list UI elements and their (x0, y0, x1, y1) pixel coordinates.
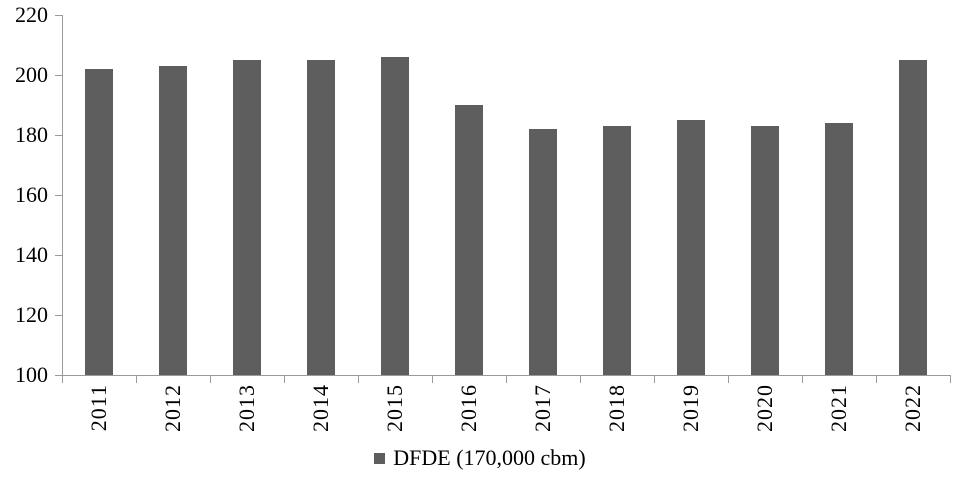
x-axis-tick-mark (950, 375, 951, 383)
y-axis-tick-mark (55, 195, 63, 196)
bar-2017 (529, 129, 557, 375)
x-axis-tick-label: 2019 (678, 384, 703, 432)
y-axis-tick-label: 160 (15, 182, 48, 207)
x-axis-category-label: 2014 (284, 384, 358, 446)
x-axis-category-label: 2012 (136, 384, 210, 446)
x-axis-category-label: 2018 (580, 384, 654, 446)
bar-2014 (307, 60, 335, 375)
x-axis-tick-label: 2016 (456, 384, 481, 432)
x-axis-tick-mark (136, 375, 137, 383)
bar-2018 (603, 126, 631, 375)
x-axis-tick-mark (62, 375, 63, 383)
x-axis-tick-mark (580, 375, 581, 383)
y-axis-tick-mark (55, 375, 63, 376)
x-axis-category-label: 2020 (728, 384, 802, 446)
x-axis-tick-mark (506, 375, 507, 383)
bar-2022 (899, 60, 927, 375)
x-axis-category-label: 2019 (654, 384, 728, 446)
x-axis-category-label: 2017 (506, 384, 580, 446)
x-axis-tick-label: 2022 (900, 384, 925, 432)
y-axis-line (62, 15, 63, 376)
y-axis-tick-mark (55, 75, 63, 76)
bar-2019 (677, 120, 705, 375)
y-axis-tick-label: 200 (15, 62, 48, 87)
bar-2021 (825, 123, 853, 375)
bar-2016 (455, 105, 483, 375)
x-axis-tick-label: 2017 (530, 384, 555, 432)
x-axis-category-label: 2013 (210, 384, 284, 446)
x-axis-tick-mark (210, 375, 211, 383)
x-axis-tick-mark (284, 375, 285, 383)
x-axis-tick-mark (654, 375, 655, 383)
y-axis-tick-label: 140 (15, 242, 48, 267)
x-axis-category-label: 2015 (358, 384, 432, 446)
y-axis-tick-mark (55, 315, 63, 316)
legend-series-label: DFDE (170,000 cbm) (393, 445, 586, 470)
y-axis-tick-label: 220 (15, 2, 48, 27)
x-axis-tick-label: 2012 (160, 384, 185, 432)
x-axis-tick-label: 2018 (604, 384, 629, 432)
x-axis-tick-mark (358, 375, 359, 383)
bar-2012 (159, 66, 187, 375)
x-axis-category-label: 2022 (876, 384, 950, 446)
y-axis-tick-label: 100 (15, 362, 48, 387)
y-axis-tick-label: 180 (15, 122, 48, 147)
y-axis-tick-mark (55, 15, 63, 16)
bar-2013 (233, 60, 261, 375)
chart-legend: DFDE (170,000 cbm) (0, 446, 960, 470)
x-axis-tick-mark (728, 375, 729, 383)
x-axis-category-label: 2021 (802, 384, 876, 446)
x-axis-tick-label: 2021 (826, 384, 851, 432)
x-axis-tick-label: 2013 (234, 384, 259, 432)
bar-2015 (381, 57, 409, 375)
x-axis-tick-label: 2014 (308, 384, 333, 432)
x-axis-tick-label: 2015 (382, 384, 407, 432)
bar-2020 (751, 126, 779, 375)
y-axis-tick-mark (55, 255, 63, 256)
x-axis-tick-mark (876, 375, 877, 383)
legend-swatch-icon (374, 452, 386, 464)
x-axis-tick-mark (802, 375, 803, 383)
x-axis-tick-mark (432, 375, 433, 383)
y-axis-tick-label: 120 (15, 302, 48, 327)
x-axis-category-label: 2011 (62, 384, 136, 446)
bar-2011 (85, 69, 113, 375)
y-axis-tick-mark (55, 135, 63, 136)
x-axis-category-label: 2016 (432, 384, 506, 446)
x-axis-tick-label: 2011 (86, 384, 111, 432)
x-axis-tick-label: 2020 (752, 384, 777, 432)
